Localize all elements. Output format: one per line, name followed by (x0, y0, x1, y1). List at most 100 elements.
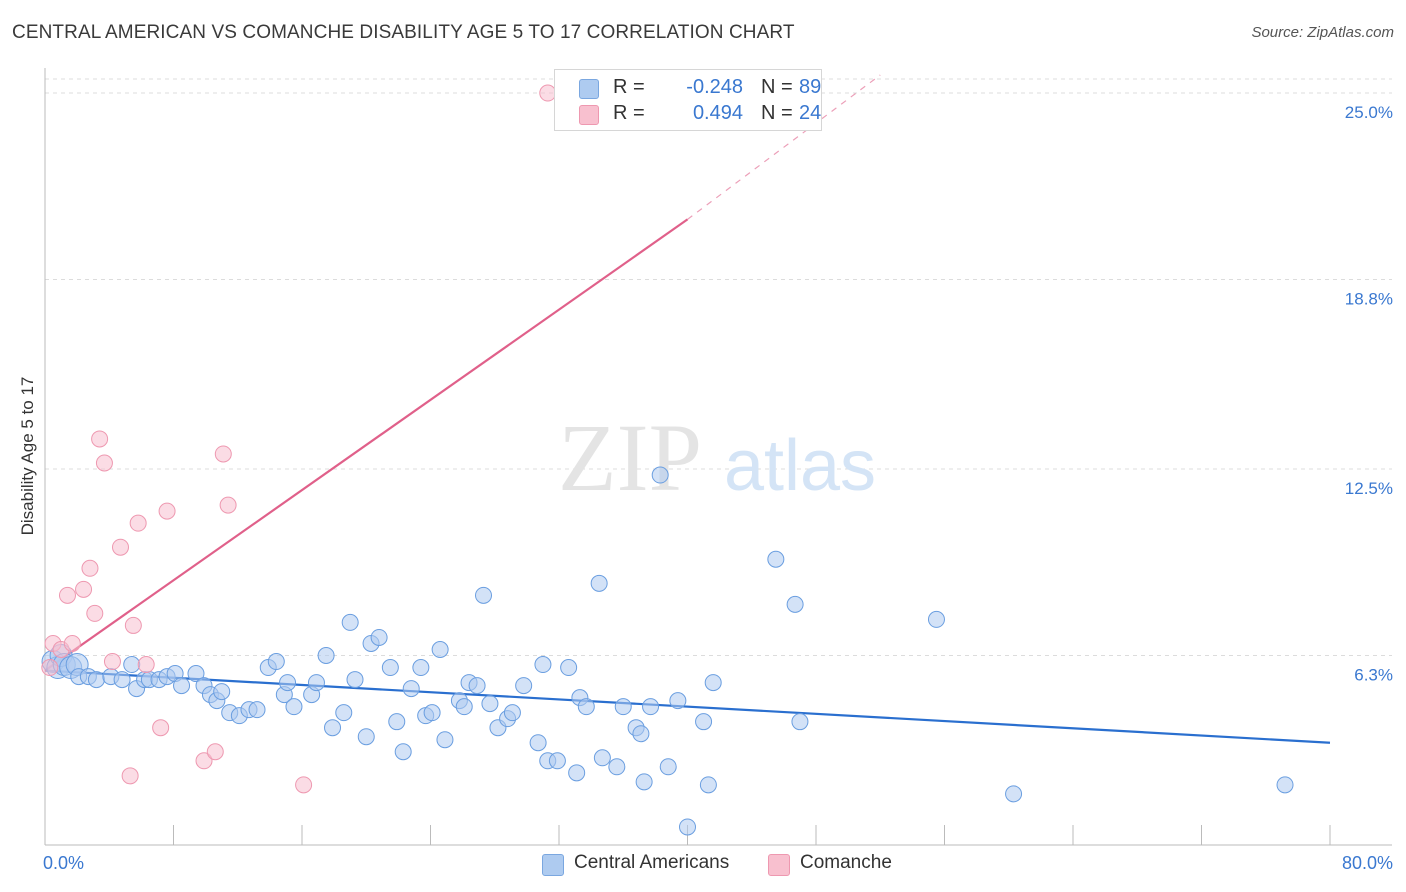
data-point (791, 713, 809, 731)
legend-r-label: R = (613, 102, 645, 124)
data-point (786, 595, 804, 613)
series-comanche (41, 84, 557, 794)
trend-line (44, 218, 689, 672)
data-point (295, 776, 313, 794)
data-point (111, 538, 129, 556)
tick-labels: 6.3% 12.5% 18.8% 25.0% 0.0% 80.0% (43, 103, 1393, 873)
data-point (455, 698, 473, 716)
data-point (614, 698, 632, 716)
data-point (86, 604, 104, 622)
data-point (699, 776, 717, 794)
data-point (158, 502, 176, 520)
data-point (704, 674, 722, 692)
legend-n-value: 24 (799, 102, 822, 124)
data-point (285, 698, 303, 716)
data-point (213, 683, 231, 701)
axes (44, 68, 1392, 846)
series-swatch-comanche (768, 854, 790, 876)
legend-n-label: N = (761, 102, 793, 124)
data-point (1005, 785, 1023, 803)
data-point (121, 767, 139, 785)
data-point (669, 692, 687, 710)
data-point (346, 671, 364, 689)
data-point (187, 665, 205, 683)
data-point (214, 445, 232, 463)
legend-swatch-comanche (579, 105, 599, 125)
data-point (632, 725, 650, 743)
data-point (324, 719, 342, 737)
data-point (307, 674, 325, 692)
data-point (577, 698, 595, 716)
watermark-zip: ZIP (558, 404, 702, 511)
data-point (412, 659, 430, 677)
data-point (548, 752, 566, 770)
data-point (103, 653, 121, 671)
data-point (58, 586, 76, 604)
data-point (423, 704, 441, 722)
data-point (388, 713, 406, 731)
data-point (95, 454, 113, 472)
data-point (468, 677, 486, 695)
data-point (124, 616, 142, 634)
chart-title: CENTRAL AMERICAN VS COMANCHE DISABILITY … (12, 22, 795, 43)
data-point (81, 559, 99, 577)
x-tick-label: 0.0% (43, 853, 84, 873)
trend-line-extension (687, 74, 881, 220)
source-label: Source: ZipAtlas.com (1251, 24, 1394, 41)
data-point (41, 659, 59, 677)
data-point (568, 764, 586, 782)
data-point (436, 731, 454, 749)
data-point (635, 773, 653, 791)
trend-lines (44, 74, 1331, 744)
series-label-central-americans: Central Americans (574, 852, 730, 873)
legend-swatch-central-americans (579, 79, 599, 99)
data-point (659, 758, 677, 776)
data-point (129, 514, 147, 532)
data-point (279, 674, 297, 692)
data-point (475, 586, 493, 604)
data-points (41, 84, 1294, 836)
data-point (335, 704, 353, 722)
data-point (481, 695, 499, 713)
trend-line (44, 669, 1331, 744)
y-tick-label: 18.8% (1345, 290, 1393, 309)
data-point (695, 713, 713, 731)
legend-r-label: R = (613, 76, 645, 98)
watermark: ZIP atlas (558, 404, 876, 511)
legend-r-value: -0.248 (686, 76, 743, 98)
data-point (123, 656, 141, 674)
data-point (317, 647, 335, 665)
data-point (173, 677, 191, 695)
data-point (248, 701, 266, 719)
watermark-atlas: atlas (724, 426, 876, 506)
y-tick-label: 12.5% (1345, 479, 1393, 498)
data-point (219, 496, 237, 514)
gridlines (45, 78, 1392, 657)
series-central-americans (41, 466, 1294, 836)
data-point (87, 671, 105, 689)
legend-n-value: 89 (799, 76, 822, 98)
data-point (63, 634, 81, 652)
data-point (357, 728, 375, 746)
data-point (590, 574, 608, 592)
data-point (267, 653, 285, 671)
data-point (560, 659, 578, 677)
data-point (679, 818, 696, 836)
data-point (608, 758, 626, 776)
x-tick-label: 80.0% (1342, 853, 1393, 873)
y-tick-label: 25.0% (1345, 103, 1393, 122)
data-point (642, 698, 660, 716)
data-point (529, 734, 547, 752)
data-point (534, 656, 552, 674)
data-point (593, 749, 611, 767)
data-point (767, 550, 785, 568)
data-point (341, 613, 359, 631)
y-tick-label: 6.3% (1354, 666, 1393, 685)
data-point (431, 640, 449, 658)
series-label-comanche: Comanche (800, 852, 892, 873)
data-point (75, 580, 93, 598)
series-legend: Central Americans Comanche (0, 852, 1406, 876)
data-point (927, 610, 945, 628)
data-point (394, 743, 412, 761)
